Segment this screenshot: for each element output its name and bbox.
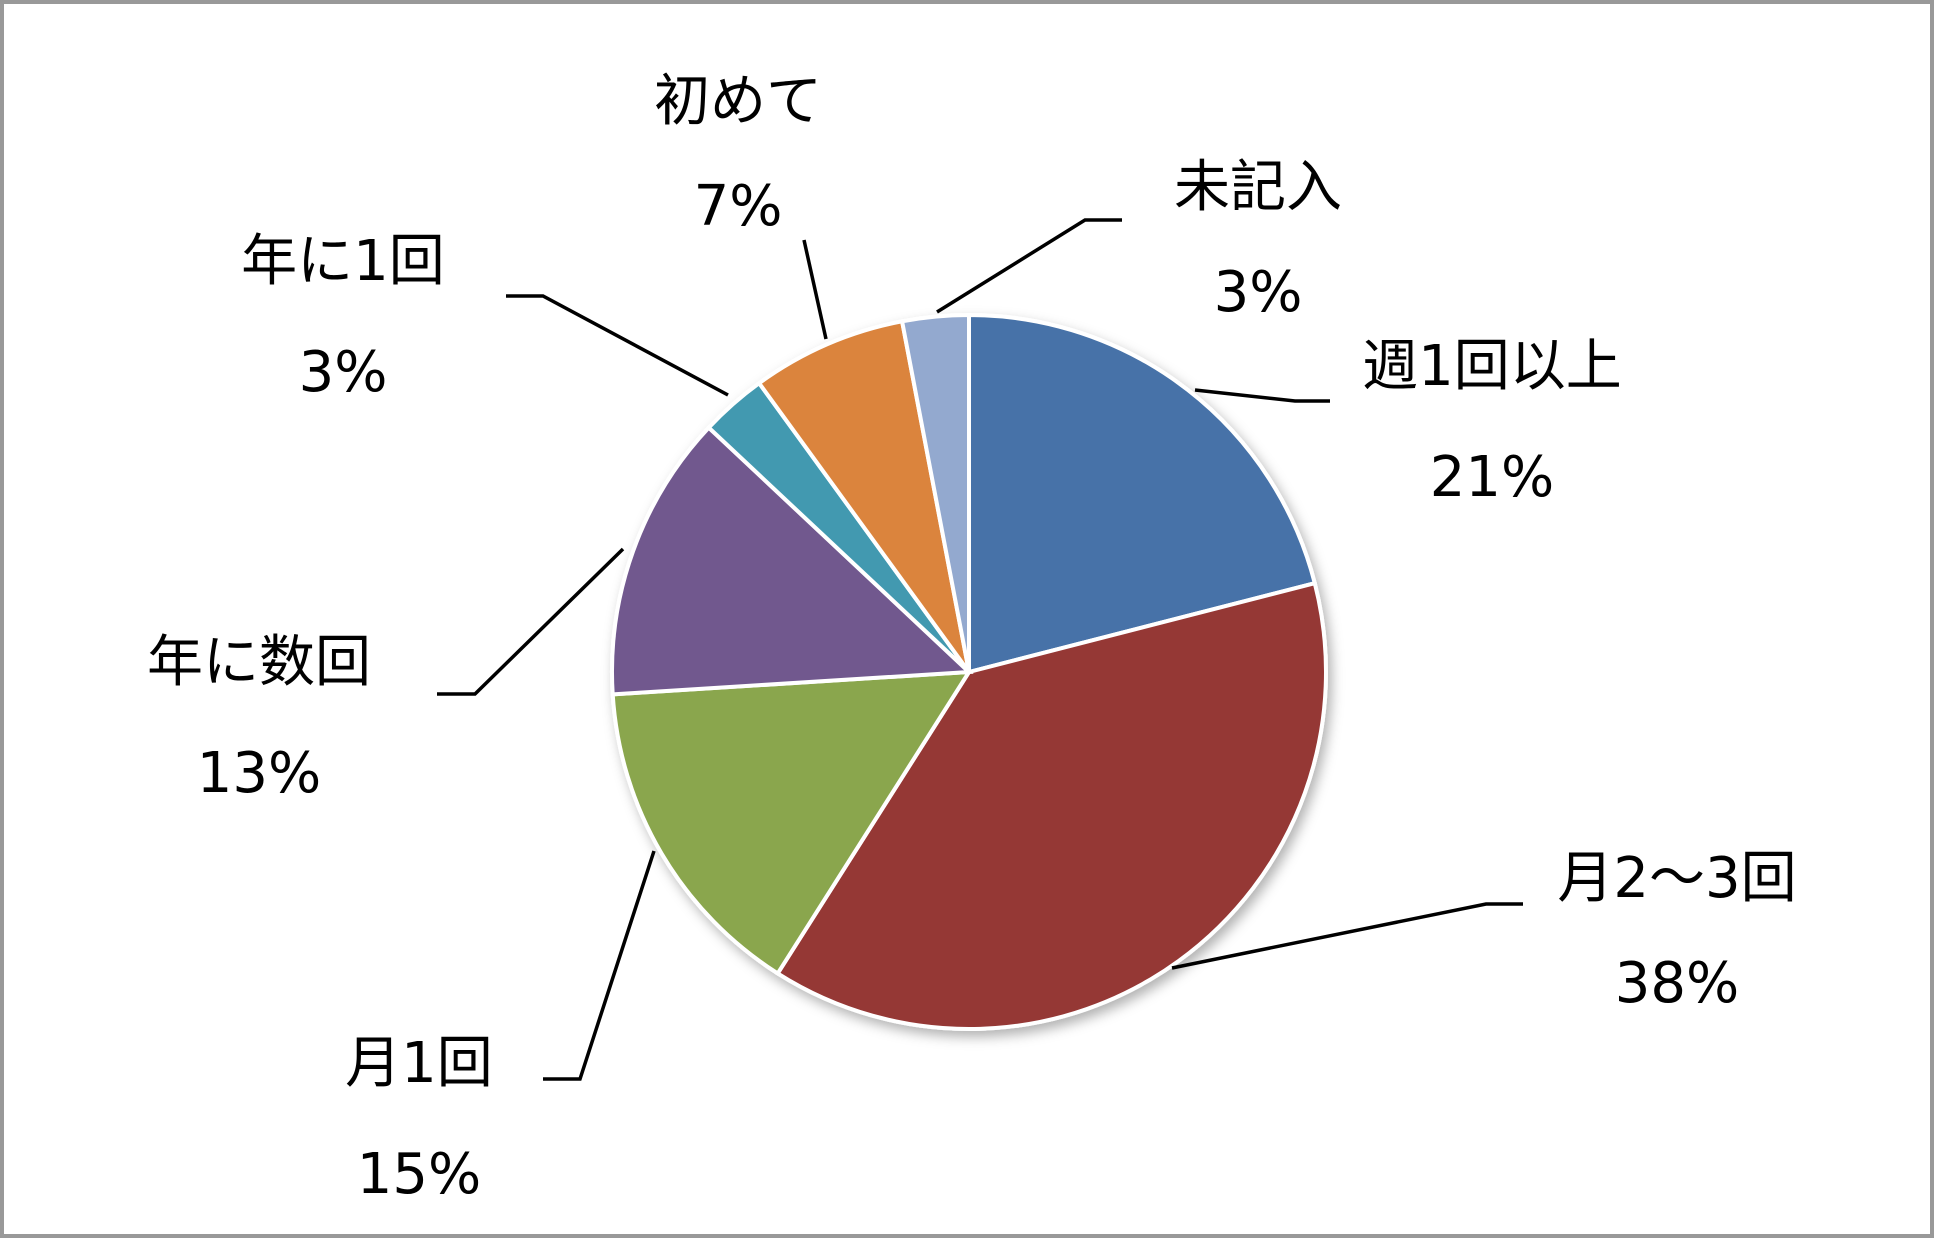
value-label: 13% <box>197 741 321 806</box>
pie-slice <box>610 669 973 977</box>
leader-line <box>543 850 656 1081</box>
category-label: 月2～3回 <box>1557 846 1796 911</box>
pie-slice <box>610 424 974 697</box>
category-label: 年に数回 <box>147 630 371 695</box>
value-label: 7% <box>694 174 783 239</box>
value-label: 21% <box>1430 445 1554 510</box>
category-label: 未記入 <box>1174 155 1342 220</box>
leader-line <box>802 239 828 340</box>
category-label: 年に1回 <box>241 229 445 294</box>
leader-line <box>1194 388 1330 403</box>
leader-line <box>1171 902 1523 970</box>
value-label: 15% <box>357 1142 481 1207</box>
category-label: 初めて <box>654 69 822 134</box>
leader-line <box>437 547 625 696</box>
category-label: 週1回以上 <box>1362 334 1622 399</box>
pie-slice <box>899 312 971 673</box>
value-label: 38% <box>1615 951 1739 1016</box>
pie-slice <box>774 580 1328 1031</box>
pie-slice <box>756 318 971 674</box>
pie <box>610 312 1328 1031</box>
category-label: 月1回 <box>345 1031 493 1096</box>
leader-line <box>506 294 729 397</box>
leader-line <box>936 218 1122 314</box>
value-label: 3% <box>1214 260 1303 325</box>
value-label: 3% <box>299 340 388 405</box>
pie-slice <box>967 312 1318 675</box>
